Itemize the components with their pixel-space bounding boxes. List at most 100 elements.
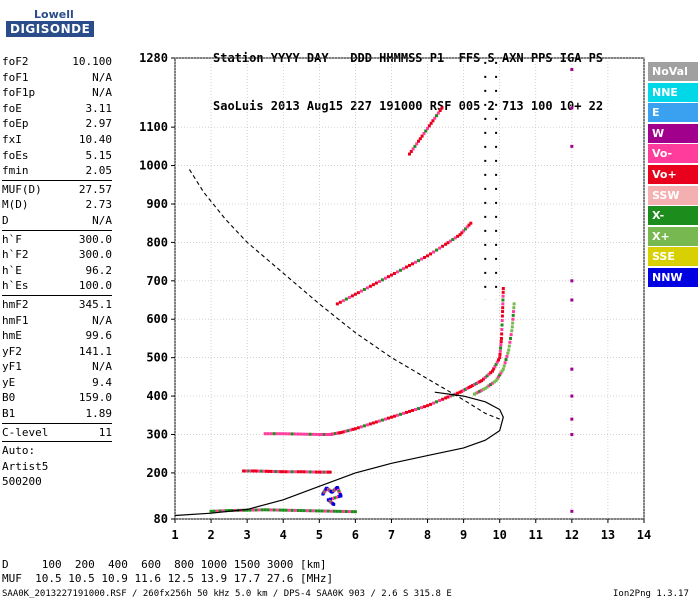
param-separator bbox=[2, 179, 112, 181]
data-point bbox=[414, 260, 418, 264]
data-point bbox=[284, 470, 288, 474]
y-tick-label: 1280 bbox=[139, 51, 168, 65]
data-point bbox=[272, 508, 276, 512]
data-point bbox=[476, 390, 480, 394]
data-point bbox=[511, 313, 515, 317]
data-point bbox=[506, 351, 510, 355]
param-value: 100.0 bbox=[78, 279, 112, 293]
data-point bbox=[356, 291, 360, 295]
param-row: B0 159.0 bbox=[2, 390, 112, 406]
legend-item-noval: NoVal bbox=[648, 62, 698, 81]
legend-item-sse: SSE bbox=[648, 247, 698, 267]
param-value: 27.57 bbox=[78, 182, 112, 196]
param-row: yF2 141.1 bbox=[2, 344, 112, 360]
param-row: C-level 11 bbox=[2, 425, 112, 441]
data-point bbox=[423, 405, 427, 409]
param-value: 2.05 bbox=[85, 164, 113, 178]
data-point bbox=[503, 361, 507, 365]
data-point bbox=[269, 432, 273, 436]
data-point bbox=[305, 432, 309, 436]
data-point bbox=[383, 417, 387, 421]
data-point bbox=[383, 276, 387, 280]
data-point bbox=[317, 470, 321, 474]
param-value: 5.15 bbox=[85, 148, 113, 162]
param-key: foEp bbox=[2, 117, 29, 131]
data-point bbox=[404, 410, 408, 414]
data-point bbox=[263, 432, 267, 436]
data-point bbox=[438, 109, 442, 113]
data-point bbox=[570, 106, 574, 110]
data-point bbox=[411, 408, 415, 412]
param-row: h`F 300.0 bbox=[2, 232, 112, 248]
param-value: 10.100 bbox=[72, 55, 112, 68]
data-point bbox=[476, 381, 480, 385]
data-point bbox=[444, 242, 448, 246]
data-point bbox=[505, 354, 509, 358]
data-point bbox=[489, 371, 493, 375]
data-point bbox=[335, 431, 339, 435]
param-value: 2.97 bbox=[85, 117, 113, 131]
x-tick-label: 6 bbox=[352, 528, 359, 542]
data-point bbox=[308, 470, 312, 474]
param-key: fmin bbox=[2, 164, 29, 178]
x-tick-label: 11 bbox=[529, 528, 543, 542]
data-point bbox=[507, 344, 511, 348]
data-point bbox=[365, 286, 369, 290]
file-info: SAA0K_2013227191000.RSF / 260fx256h 50 k… bbox=[2, 589, 452, 599]
data-point bbox=[374, 281, 378, 285]
data-point bbox=[260, 469, 264, 473]
param-key: h`E bbox=[2, 263, 22, 277]
param-value: N/A bbox=[92, 86, 112, 100]
data-point bbox=[212, 509, 216, 513]
data-point bbox=[305, 470, 309, 474]
param-row: h`F2 300.0 bbox=[2, 247, 112, 263]
data-point bbox=[435, 114, 439, 118]
data-point bbox=[377, 419, 381, 423]
data-point bbox=[248, 508, 252, 512]
param-value: 159.0 bbox=[78, 391, 112, 405]
data-point bbox=[227, 509, 231, 513]
data-point bbox=[275, 508, 279, 512]
data-point bbox=[314, 432, 318, 436]
data-point bbox=[251, 508, 255, 512]
data-point bbox=[305, 509, 309, 513]
data-point bbox=[299, 432, 303, 436]
data-point bbox=[290, 432, 294, 436]
param-row: MUF(D) 27.57 bbox=[2, 182, 112, 198]
data-point bbox=[272, 432, 276, 436]
data-point bbox=[474, 391, 478, 395]
data-point bbox=[465, 225, 469, 229]
data-point bbox=[499, 371, 503, 375]
x-tick-label: 12 bbox=[565, 528, 579, 542]
data-point bbox=[350, 510, 354, 514]
data-point bbox=[458, 390, 462, 394]
data-point bbox=[453, 236, 457, 240]
data-point bbox=[386, 416, 390, 420]
data-point bbox=[353, 510, 357, 514]
data-point bbox=[321, 470, 325, 474]
data-point bbox=[359, 289, 363, 293]
data-point bbox=[331, 497, 335, 501]
data-point bbox=[469, 221, 473, 225]
data-point bbox=[420, 257, 424, 261]
data-point bbox=[493, 365, 497, 369]
data-point bbox=[429, 252, 433, 256]
data-point bbox=[496, 358, 500, 362]
data-point bbox=[245, 469, 249, 473]
x-tick-label: 1 bbox=[171, 528, 178, 542]
x-tick-label: 2 bbox=[207, 528, 214, 542]
data-point bbox=[254, 508, 258, 512]
data-point bbox=[487, 372, 491, 376]
data-point bbox=[465, 386, 469, 390]
data-point bbox=[446, 395, 450, 399]
data-point bbox=[456, 391, 460, 395]
data-point bbox=[427, 124, 431, 128]
data-point bbox=[389, 415, 393, 419]
param-key: yF2 bbox=[2, 344, 22, 358]
data-point bbox=[499, 346, 503, 350]
data-point bbox=[480, 379, 484, 383]
data-point bbox=[325, 470, 329, 474]
data-point bbox=[435, 400, 439, 404]
param-row: hmF1 N/A bbox=[2, 313, 112, 329]
data-point bbox=[417, 139, 421, 143]
